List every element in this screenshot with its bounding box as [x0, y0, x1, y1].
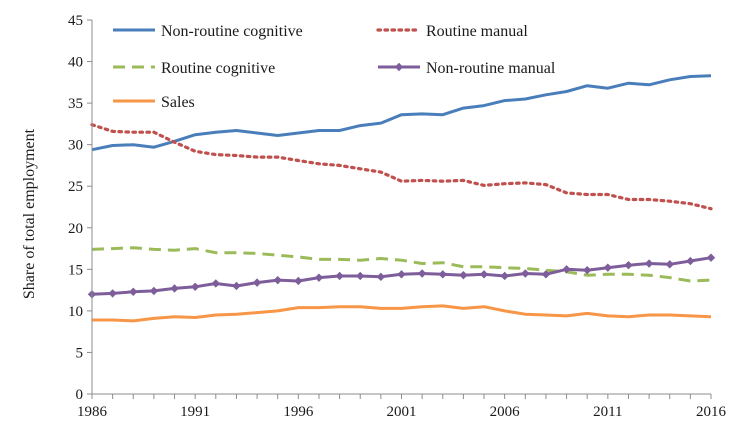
- legend: Non-routine cognitive Routine manual Routi…: [113, 23, 556, 111]
- legend-label-non-routine-manual: Non-routine manual: [426, 60, 556, 77]
- series-non-routine-cognitive: [91, 74, 712, 152]
- legend-marker-non-routine-manual: [394, 62, 404, 72]
- axes-layer: 0 5 10 15 20 25 30 35 40 45 1986 1991 1996 2001 2006 20…: [68, 13, 727, 420]
- point-non-routine-manual-2003: [438, 270, 447, 279]
- x-tick-label-2016: 2016: [696, 404, 727, 420]
- legend-item-sales: Sales: [113, 94, 195, 111]
- x-tick-label-1991: 1991: [180, 404, 210, 420]
- point-non-routine-manual-2001: [397, 270, 406, 279]
- point-non-routine-manual-2004: [459, 270, 468, 280]
- y-tick-label-0: 0: [76, 387, 84, 403]
- series-line-routine-cognitive: [91, 246, 712, 283]
- point-non-routine-manual-1988: [129, 287, 138, 296]
- y-tick-label-35: 35: [68, 96, 83, 112]
- legend-label-non-routine-cognitive: Non-routine cognitive: [161, 23, 303, 40]
- y-tick-label-5: 5: [76, 345, 84, 361]
- x-tick-label-1986: 1986: [77, 404, 108, 420]
- point-non-routine-manual-1996: [294, 276, 303, 286]
- y-tick-label-25: 25: [68, 179, 83, 195]
- point-non-routine-manual-2016: [706, 253, 716, 262]
- y-tick-label-40: 40: [68, 55, 83, 71]
- legend-item-routine-manual: Routine manual: [376, 23, 528, 40]
- point-non-routine-manual-2015: [686, 256, 695, 266]
- y-tick-label-30: 30: [68, 138, 83, 154]
- point-non-routine-manual-1991: [190, 282, 200, 291]
- point-non-routine-manual-1994: [252, 278, 262, 287]
- point-non-routine-manual-1987: [108, 289, 117, 298]
- y-tick-label-20: 20: [68, 221, 83, 237]
- series-layer: [87, 74, 716, 323]
- series-line-routine-manual: [90, 123, 713, 211]
- series-line-non-routine-cognitive: [91, 74, 712, 152]
- series-routine-cognitive: [91, 246, 712, 283]
- legend-label-sales: Sales: [161, 94, 195, 111]
- point-non-routine-manual-2014: [665, 260, 674, 269]
- point-non-routine-manual-1989: [149, 286, 159, 296]
- point-non-routine-manual-1998: [335, 271, 344, 281]
- point-non-routine-manual-2009: [562, 265, 571, 274]
- point-non-routine-manual-2008: [541, 270, 551, 279]
- point-non-routine-manual-2006: [500, 271, 509, 281]
- series-routine-manual: [90, 123, 713, 211]
- series-non-routine-manual: [87, 253, 716, 299]
- series-line-sales: [92, 304, 712, 323]
- y-tick-label-10: 10: [68, 304, 83, 320]
- y-axis-title: Share of total employment: [21, 128, 38, 299]
- x-tick-label-1996: 1996: [283, 404, 314, 420]
- x-tick-label-2011: 2011: [593, 404, 622, 420]
- point-non-routine-manual-1999: [356, 271, 365, 281]
- point-non-routine-manual-2012: [624, 260, 633, 270]
- point-non-routine-manual-2007: [521, 269, 530, 278]
- legend-label-routine-manual: Routine manual: [426, 23, 528, 40]
- y-tick-label-45: 45: [68, 13, 83, 29]
- legend-label-routine-cognitive: Routine cognitive: [161, 60, 275, 77]
- y-tick-label-15: 15: [68, 262, 83, 278]
- legend-item-non-routine-manual: Non-routine manual: [378, 60, 556, 77]
- point-non-routine-manual-2000: [376, 272, 386, 282]
- point-non-routine-manual-1997: [314, 273, 324, 282]
- point-non-routine-manual-2011: [603, 263, 613, 272]
- point-non-routine-manual-1992: [211, 279, 220, 288]
- point-non-routine-manual-1993: [232, 281, 241, 291]
- point-non-routine-manual-1990: [170, 284, 179, 293]
- point-non-routine-manual-2005: [479, 270, 489, 279]
- x-tick-label-2001: 2001: [387, 404, 417, 420]
- legend-item-non-routine-cognitive: Non-routine cognitive: [113, 23, 303, 40]
- series-sales: [92, 304, 712, 323]
- point-non-routine-manual-2013: [644, 259, 654, 268]
- point-non-routine-manual-2002: [417, 269, 427, 278]
- x-tick-label-2006: 2006: [490, 404, 521, 420]
- point-non-routine-manual-2010: [583, 265, 592, 275]
- legend-item-routine-cognitive: Routine cognitive: [113, 60, 275, 77]
- point-non-routine-manual-1995: [273, 275, 282, 285]
